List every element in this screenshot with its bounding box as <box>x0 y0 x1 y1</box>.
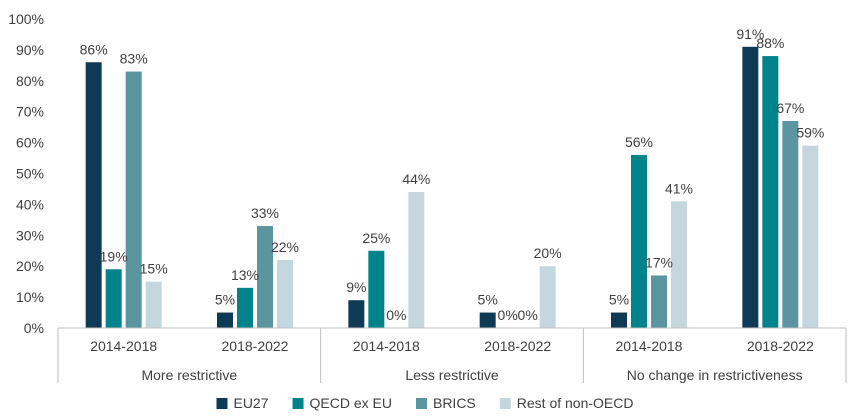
data-label: 9% <box>346 279 366 295</box>
y-tick-label: 30% <box>16 227 44 243</box>
y-axis: 0% 10% 20% 30% 40% 50% 60% 70% 80% 90% 100% <box>8 11 44 336</box>
bar <box>742 46 759 329</box>
data-label: 19% <box>100 248 128 264</box>
legend-label: BRICS <box>433 395 476 411</box>
bar <box>631 154 647 328</box>
bar <box>762 56 779 329</box>
data-label: 15% <box>140 261 168 277</box>
y-tick-label: 70% <box>16 104 44 120</box>
data-label: 67% <box>776 100 804 116</box>
bar <box>782 120 799 328</box>
bar <box>237 287 253 328</box>
bar <box>802 145 819 328</box>
y-tick-label: 0% <box>24 320 44 336</box>
data-label: 0% <box>386 307 406 323</box>
bar <box>348 300 365 328</box>
y-tick-label: 60% <box>16 135 44 151</box>
y-tick-label: 50% <box>16 166 44 182</box>
y-tick-label: 100% <box>8 11 44 27</box>
data-label: 59% <box>796 125 824 141</box>
legend-swatch <box>216 398 228 409</box>
legend-item: EU27 <box>216 395 269 411</box>
data-label: 22% <box>271 239 299 255</box>
legend-label: EU27 <box>233 395 268 411</box>
bar <box>217 312 233 328</box>
legend-item: QECD ex EU <box>292 395 392 411</box>
y-tick-label: 90% <box>16 42 44 58</box>
data-label: 56% <box>625 134 653 150</box>
bar <box>408 192 425 328</box>
data-label: 5% <box>478 292 498 308</box>
group-label: No change in restrictiveness <box>627 367 803 383</box>
x-tick-label: 2018-2022 <box>484 338 551 354</box>
bar <box>368 250 385 328</box>
bars <box>85 46 819 329</box>
data-label: 0% <box>498 307 518 323</box>
x-axis: 2014-2018 2018-2022 2014-2018 2018-2022 2014… <box>57 327 847 383</box>
bar <box>277 260 293 328</box>
y-tick-label: 80% <box>16 73 44 89</box>
bar <box>145 281 162 328</box>
bar <box>105 269 122 328</box>
data-label: 83% <box>120 51 148 67</box>
data-label: 25% <box>362 230 390 246</box>
x-tick-label: 2018-2022 <box>747 338 814 354</box>
data-labels: 86%5%9%5% 5%91%19%13%25%0%56%88%83%33%0% 0… <box>80 26 825 323</box>
x-tick-label: 2014-2018 <box>90 338 157 354</box>
bar <box>539 266 556 328</box>
legend-label: Rest of non-OECD <box>517 395 634 411</box>
data-label: 5% <box>609 292 629 308</box>
data-label: 13% <box>231 267 259 283</box>
bar <box>257 226 273 328</box>
data-label: 44% <box>402 171 430 187</box>
bar <box>671 201 687 328</box>
y-tick-label: 10% <box>16 289 44 305</box>
legend-label: QECD ex EU <box>310 395 392 411</box>
bar <box>479 312 496 328</box>
legend-swatch <box>415 398 427 409</box>
y-tick-label: 40% <box>16 196 44 212</box>
y-tick-label: 20% <box>16 258 44 274</box>
bar <box>125 71 142 328</box>
bar <box>611 312 627 328</box>
legend-swatch <box>292 398 304 409</box>
legend-item: Rest of non-OECD <box>499 395 634 411</box>
data-label: 41% <box>665 180 693 196</box>
data-label: 17% <box>645 254 673 270</box>
bar <box>651 275 667 328</box>
legend: EU27 QECD ex EU BRICS Rest of non-OECD <box>216 395 634 411</box>
data-label: 20% <box>534 245 562 261</box>
group-label: Less restrictive <box>405 367 499 383</box>
legend-item: BRICS <box>415 395 476 411</box>
data-label: 88% <box>756 35 784 51</box>
bar <box>85 62 102 328</box>
data-label: 86% <box>80 41 108 57</box>
x-tick-label: 2018-2022 <box>222 338 289 354</box>
data-label: 5% <box>215 292 235 308</box>
x-tick-label: 2014-2018 <box>616 338 683 354</box>
group-label: More restrictive <box>141 367 237 383</box>
data-label: 33% <box>251 205 279 221</box>
data-label: 0% <box>518 307 538 323</box>
legend-swatch <box>499 398 511 409</box>
x-tick-label: 2014-2018 <box>353 338 420 354</box>
data-label: 91% <box>736 26 764 42</box>
